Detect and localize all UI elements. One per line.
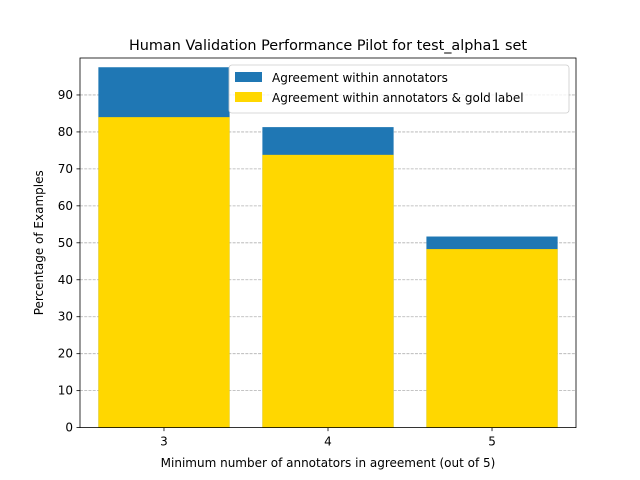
y-tick-label: 90	[58, 88, 73, 102]
legend-label-1: Agreement within annotators	[272, 71, 448, 85]
x-tick-label: 3	[160, 435, 168, 449]
y-tick-label: 20	[58, 347, 73, 361]
legend-swatch-2	[235, 92, 262, 102]
chart-title: Human Validation Performance Pilot for t…	[129, 38, 527, 54]
y-tick-label: 0	[65, 421, 73, 435]
bars	[98, 67, 558, 428]
x-tick-label: 4	[324, 435, 332, 449]
y-tick-label: 60	[58, 199, 73, 213]
y-tick-label: 30	[58, 310, 73, 324]
legend-label-2: Agreement within annotators & gold label	[272, 91, 524, 105]
legend-box	[228, 64, 570, 114]
x-axis-label: Minimum number of annotators in agreemen…	[161, 456, 496, 470]
y-axis: 0 10 20 30 40 50 60 70 80 90	[58, 88, 80, 435]
x-axis: 3 4 5	[160, 427, 496, 449]
y-tick-label: 80	[58, 125, 73, 139]
legend: Agreement within annotators Agreement wit…	[228, 64, 570, 114]
bar-series-2	[262, 154, 394, 428]
y-axis-label: Percentage of Examples	[32, 170, 46, 315]
y-tick-label: 10	[58, 384, 73, 398]
legend-swatch-1	[235, 72, 262, 82]
y-tick-label: 50	[58, 236, 73, 250]
bar-series-2	[98, 117, 230, 428]
bar-series-2	[426, 249, 558, 428]
y-tick-label: 70	[58, 162, 73, 176]
y-tick-label: 40	[58, 273, 73, 287]
x-tick-label: 5	[488, 435, 496, 449]
